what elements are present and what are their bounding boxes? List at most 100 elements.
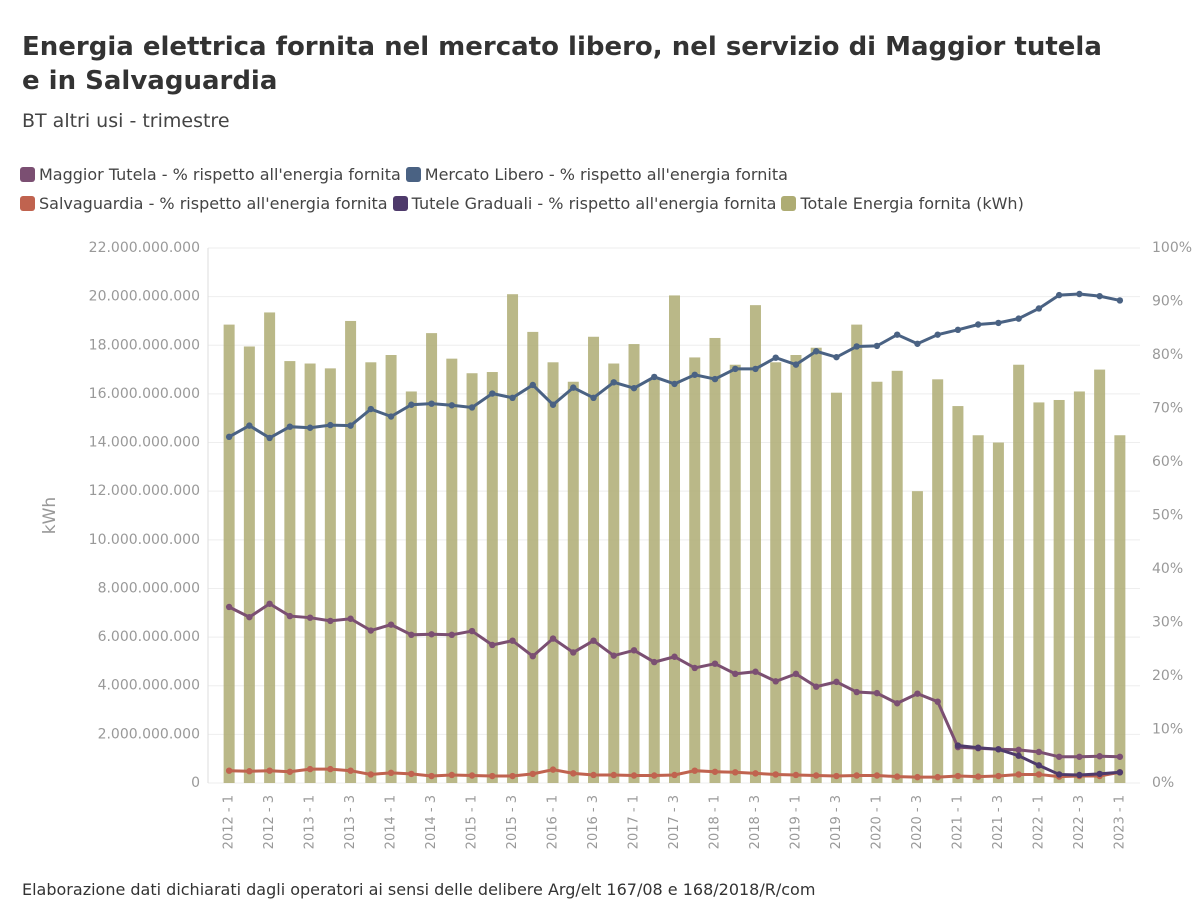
point	[853, 343, 860, 350]
point	[610, 652, 617, 659]
point	[306, 765, 314, 773]
point	[732, 769, 739, 776]
bar	[264, 312, 276, 783]
point	[833, 353, 840, 361]
point	[1055, 771, 1063, 778]
point	[529, 381, 536, 389]
point	[630, 384, 638, 392]
bar	[608, 363, 620, 783]
bar	[304, 363, 316, 783]
point	[225, 603, 233, 611]
bar	[851, 324, 863, 783]
point	[1096, 292, 1103, 300]
y2-tick-label: 0%	[1152, 775, 1174, 791]
y2-tick-label: 40%	[1152, 561, 1183, 577]
x-tick-label: 2021 - 3	[991, 795, 1006, 849]
y-tick-label: 16.000.000.000	[89, 386, 200, 402]
point	[833, 678, 840, 686]
legend-item: Tutele Graduali - % rispetto all'energia…	[392, 189, 776, 218]
bar	[385, 355, 397, 783]
point	[610, 379, 617, 386]
x-tick-label: 2022 - 1	[1031, 795, 1046, 849]
point	[792, 361, 800, 368]
point	[1096, 770, 1103, 778]
y2-tick-label: 80%	[1152, 347, 1183, 363]
point	[1055, 753, 1063, 760]
point	[873, 342, 881, 350]
bar	[1033, 402, 1045, 783]
bar	[1073, 391, 1085, 783]
point	[590, 771, 597, 779]
point	[1015, 746, 1022, 754]
point	[813, 772, 820, 779]
point	[974, 321, 982, 328]
bar	[891, 370, 903, 783]
point	[752, 365, 759, 373]
point	[711, 660, 719, 667]
bar	[830, 392, 842, 783]
bar	[689, 357, 701, 783]
chart-subtitle: BT altri usi - trimestre	[22, 110, 230, 132]
bar	[709, 337, 721, 783]
y2-tick-label: 100%	[1152, 240, 1192, 256]
point	[934, 773, 941, 781]
point	[367, 771, 375, 778]
point	[590, 637, 597, 644]
point	[246, 768, 253, 775]
point	[792, 670, 800, 678]
point	[995, 746, 1002, 753]
point	[1116, 753, 1124, 760]
bar	[486, 372, 498, 783]
y-tick-label: 18.000.000.000	[89, 337, 200, 353]
y2-tick-label: 10%	[1152, 722, 1183, 738]
point	[327, 421, 334, 429]
point	[489, 772, 496, 780]
point	[489, 641, 496, 649]
point	[1035, 762, 1043, 769]
point	[752, 770, 759, 777]
chart-title: Energia elettrica fornita nel mercato li…	[22, 32, 1102, 96]
point	[873, 689, 881, 697]
x-tick-label: 2020 - 1	[869, 795, 884, 849]
legend-item: Salvaguardia - % rispetto all'energia fo…	[20, 189, 388, 218]
point	[529, 653, 536, 660]
point	[306, 614, 314, 621]
point	[711, 375, 719, 383]
bar	[243, 346, 255, 783]
point	[711, 768, 719, 775]
point	[327, 765, 334, 773]
bar	[527, 331, 539, 783]
x-tick-label: 2016 - 3	[586, 795, 601, 849]
point	[651, 373, 658, 381]
bar	[1013, 364, 1025, 783]
y-tick-label: 12.000.000.000	[89, 483, 200, 499]
legend-swatch	[405, 167, 421, 182]
point	[509, 637, 516, 644]
x-tick-label: 2021 - 1	[950, 795, 965, 849]
point	[327, 617, 334, 625]
point	[266, 767, 273, 774]
x-tick-label: 2019 - 3	[829, 795, 844, 849]
point	[590, 394, 597, 401]
point	[570, 649, 577, 656]
point	[570, 384, 577, 391]
bar	[790, 355, 802, 783]
point	[610, 771, 617, 779]
point	[671, 653, 678, 660]
x-tick-label: 2019 - 1	[788, 795, 803, 849]
bar	[648, 379, 660, 783]
x-tick-label: 2018 - 3	[748, 795, 763, 849]
point	[225, 433, 233, 441]
point	[347, 767, 354, 774]
point	[630, 772, 638, 779]
point	[914, 773, 921, 781]
bar	[871, 381, 883, 783]
point	[428, 631, 435, 638]
point	[691, 664, 698, 672]
y-tick-label: 0	[191, 775, 200, 791]
legend-label: Maggior Tutela - % rispetto all'energia …	[39, 165, 401, 184]
point	[954, 742, 962, 749]
y-tick-label: 8.000.000.000	[98, 580, 200, 596]
x-tick-label: 2016 - 1	[546, 795, 561, 849]
point	[651, 658, 658, 666]
